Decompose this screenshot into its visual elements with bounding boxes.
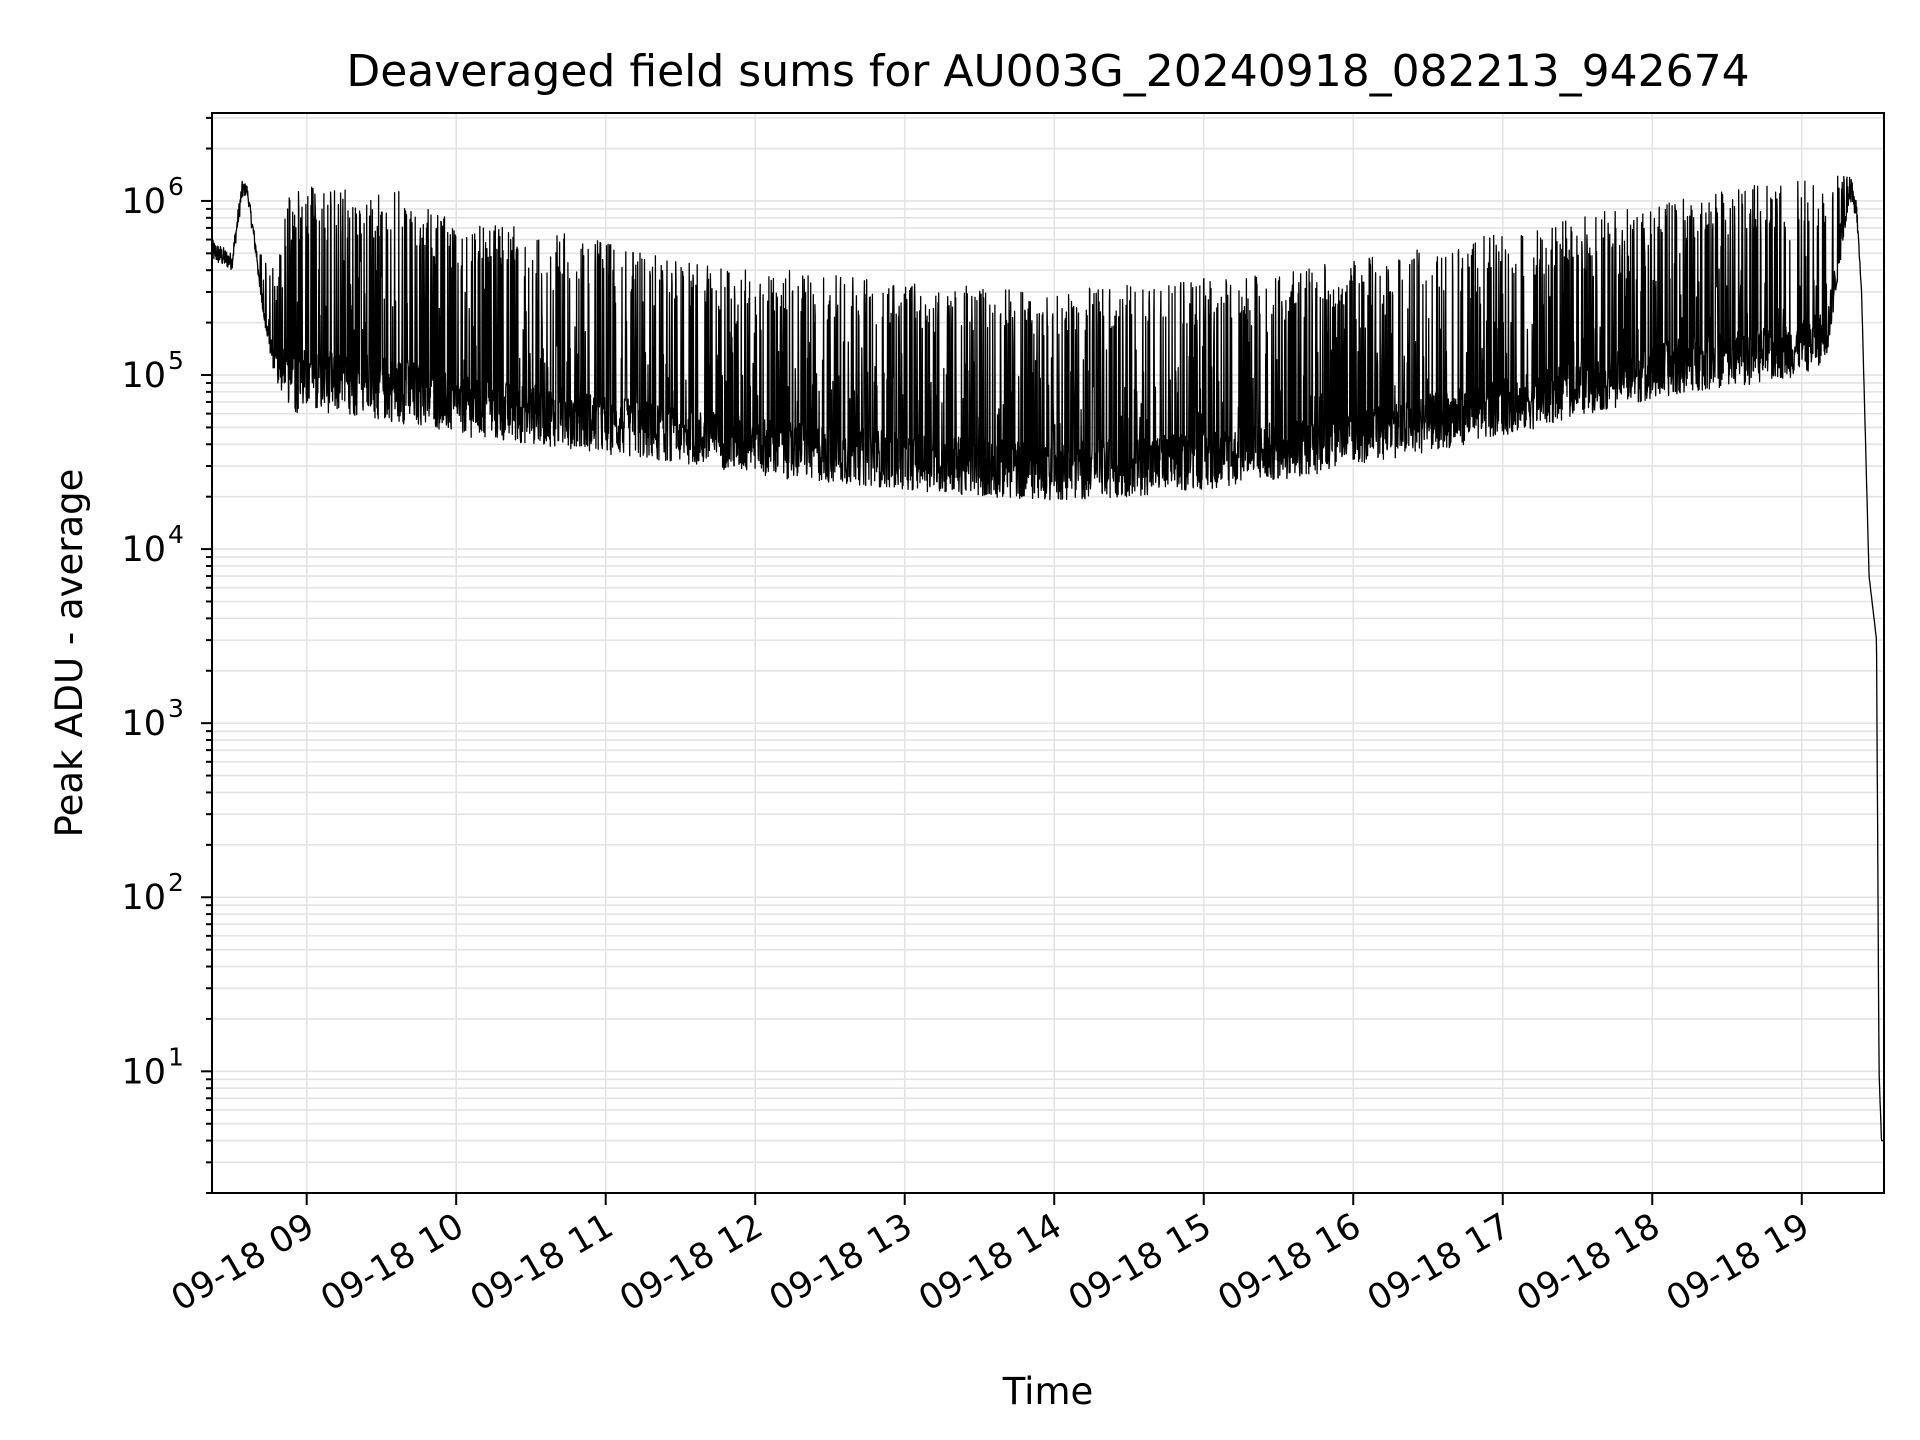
x-tick-label: 09-18 19 [1660,1206,1816,1319]
x-tick-label: 09-18 10 [314,1206,470,1319]
x-axis-label: Time [1002,1370,1094,1413]
x-tick-label: 09-18 11 [464,1206,620,1319]
x-tick-label: 09-18 13 [763,1206,919,1319]
y-tick-label: 10 [121,704,166,744]
y-tick-label: 10 [121,356,166,396]
y-tick-label: 10 [121,182,166,222]
y-tick-exponent: 1 [168,1042,184,1071]
x-tick-label: 09-18 17 [1361,1206,1517,1319]
x-tick-label: 09-18 14 [912,1206,1068,1319]
series-layer [211,175,1885,1142]
x-tick-label: 09-18 15 [1062,1206,1218,1319]
series-line [211,175,1885,1142]
y-tick-label: 10 [121,1052,166,1092]
x-tick-label: 09-18 09 [165,1206,321,1319]
chart-title: Deaveraged field sums for AU003G_2024091… [346,46,1749,97]
y-axis-label: Peak ADU - average [48,469,91,838]
plot-area-frame [211,112,1885,1194]
x-tick-label: 09-18 18 [1510,1206,1666,1319]
x-tick-label: 09-18 16 [1211,1206,1367,1319]
y-tick-exponent: 4 [168,520,184,549]
y-tick-exponent: 3 [168,694,184,723]
x-tick-label: 09-18 12 [613,1206,769,1319]
y-tick-exponent: 2 [168,868,184,897]
y-tick-exponent: 6 [168,172,184,201]
y-tick-label: 10 [121,878,166,918]
y-tick-label: 10 [121,530,166,570]
y-tick-exponent: 5 [168,346,184,375]
